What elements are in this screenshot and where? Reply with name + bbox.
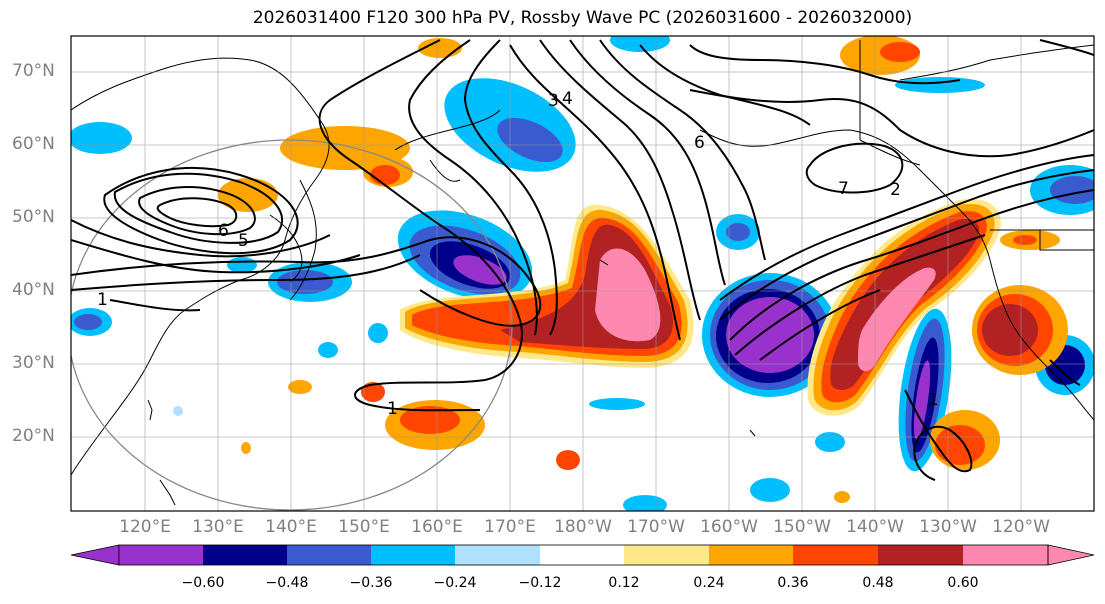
lon-label: 180°W: [554, 517, 612, 537]
lon-label: 160°W: [700, 517, 758, 537]
colorbar-segment: [793, 545, 878, 565]
lat-label: 40°N: [12, 280, 55, 300]
contour-label-group: 3 4 6 7 6 5 1 1 1 2: [97, 89, 939, 419]
lon-label: 120°E: [119, 517, 171, 537]
contour-label: 1: [928, 390, 939, 410]
lon-label: 170°E: [484, 517, 536, 537]
colorbar-segment: [371, 545, 455, 565]
pv-anomaly-fill: [71, 36, 1094, 511]
lat-label: 30°N: [12, 353, 55, 373]
colorbar-max-arrow: [1047, 544, 1095, 566]
colorbar-segment: [203, 545, 287, 565]
contour-label: 2: [890, 180, 901, 200]
lon-label: 160°E: [411, 517, 463, 537]
lon-label: 120°W: [992, 517, 1050, 537]
lon-label: 170°W: [627, 517, 685, 537]
colorbar-tick-label: 0.60: [947, 575, 979, 591]
contour-label: 7: [838, 179, 849, 199]
lon-label: 140°W: [846, 517, 904, 537]
colorbar-tick-label: −0.36: [349, 575, 393, 591]
contour-label: 3: [548, 91, 559, 111]
colorbar-segment: [119, 545, 203, 565]
contour-label: 5: [238, 231, 249, 251]
colorbar-tick-label: 0.36: [777, 575, 809, 591]
colorbar-segment: [963, 545, 1048, 565]
colorbar: [70, 544, 1095, 566]
colorbar-segment: [709, 545, 793, 565]
colorbar-segment: [540, 545, 624, 565]
lon-label: 140°E: [265, 517, 317, 537]
lon-label: 130°W: [919, 517, 977, 537]
colorbar-tick-label: −0.60: [181, 575, 225, 591]
colorbar-min-arrow: [70, 544, 120, 566]
colorbar-tick-label: −0.48: [265, 575, 309, 591]
contour-label: 1: [387, 399, 398, 419]
positive-anomaly-area-east: [807, 36, 1068, 503]
colorbar-tick-label: 0.24: [693, 575, 725, 591]
map-frame: [70, 35, 1095, 512]
lon-label: 130°E: [192, 517, 244, 537]
lat-label: 20°N: [12, 426, 55, 446]
lat-label: 60°N: [12, 134, 55, 154]
positive-anomaly-area-west: [218, 38, 580, 470]
colorbar-frame: [118, 544, 1049, 566]
lat-label: 50°N: [12, 207, 55, 227]
colorbar-segment: [878, 545, 963, 565]
contour-label: 6: [694, 133, 705, 153]
colorbar-tick-label: 0.12: [608, 575, 640, 591]
lon-label: 150°W: [773, 517, 831, 537]
lon-label: 150°E: [338, 517, 390, 537]
colorbar-segment: [624, 545, 709, 565]
colorbar-tick-label: −0.12: [518, 575, 562, 591]
contour-label: 6: [218, 221, 229, 241]
colorbar-segment: [455, 545, 540, 565]
contour-label: 4: [562, 89, 573, 109]
colorbar-segment: [287, 545, 371, 565]
pv-contours: [71, 39, 1094, 481]
colorbar-tick-label: 0.48: [862, 575, 894, 591]
positive-anomaly-area-central-pacific: [400, 204, 694, 368]
lat-label: 70°N: [12, 61, 55, 81]
colorbar-tick-label: −0.24: [433, 575, 477, 591]
map-title: 2026031400 F120 300 hPa PV, Rossby Wave …: [252, 8, 913, 28]
contour-label: 1: [97, 290, 108, 310]
